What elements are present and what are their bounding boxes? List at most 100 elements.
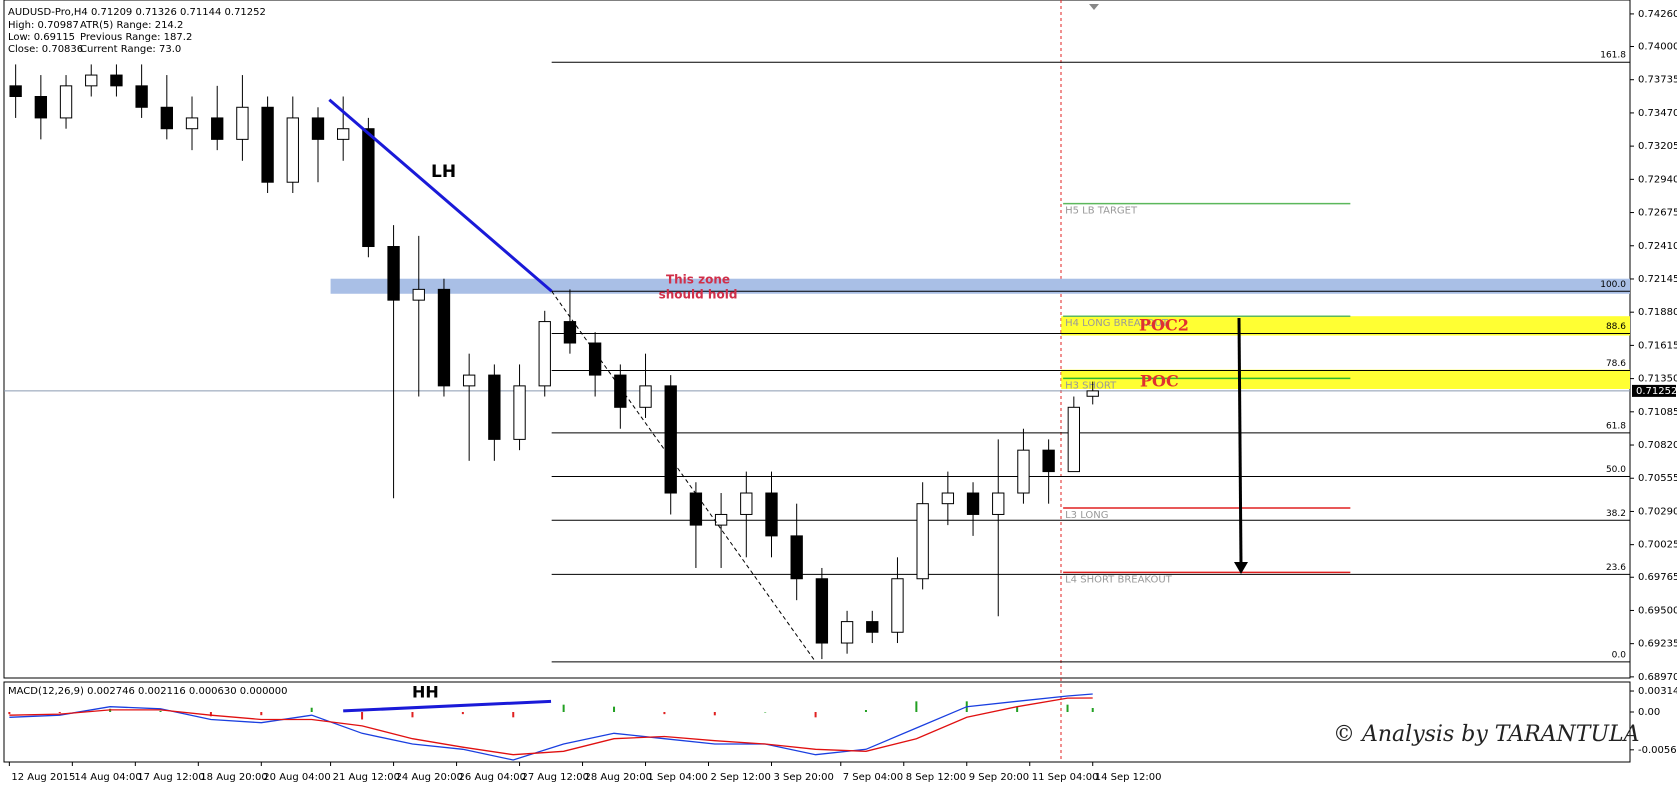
zone [330,278,1630,294]
macd-histogram-bar [361,712,364,720]
x-tick-label: 14 Aug 04:00 [74,772,141,783]
candle-body [488,374,501,440]
y-tick-label: 0.70555 [1638,473,1677,484]
y-tick-label: 0.69235 [1638,639,1677,650]
x-tick-label: 17 Aug 12:00 [137,772,204,783]
trendline [551,290,816,663]
candle-body [815,578,829,644]
candle-body [185,117,199,130]
candle-body [34,95,48,119]
candle-body [664,385,677,494]
hh-label: HH [412,683,439,702]
candle-body [387,246,400,301]
macd-histogram-bar [1091,708,1094,712]
info-text: ATR(5) Range: 214.2 [80,20,183,31]
pivot-label: L4 SHORT BREAKOUT [1065,574,1173,585]
y-tick-label: 0.74000 [1638,41,1677,52]
fib-label: 100.0 [1600,280,1626,290]
candle-body [538,321,551,387]
x-tick-label: 12 Aug 2015 [11,772,75,783]
macd-histogram-bar [159,710,162,712]
candle-body [135,85,148,108]
y-tick-label: 0.71615 [1638,340,1677,351]
pivot-label: H4 LONG BREAKOUT [1065,318,1169,329]
macd-histogram-bar [1066,704,1069,712]
current-price-tag [1632,384,1676,397]
shift-marker [1089,4,1099,10]
y-tick-label: 0.69765 [1638,572,1677,583]
candle-body [966,492,980,515]
candle-body [588,342,602,376]
pivot-label: L3 LONG [1065,510,1108,521]
candle-body [941,492,955,505]
candle-body [337,128,350,140]
y-tick-label: 0.73205 [1638,141,1677,152]
y-tick-label: 0.72410 [1638,241,1677,252]
candle-body [740,492,753,515]
candle-body [790,535,803,580]
x-tick-label: 14 Sep 12:00 [1095,772,1162,783]
poc-label: POC [1140,372,1179,391]
x-tick-label: 2 Sep 12:00 [711,772,771,783]
macd-histogram-bar [411,712,414,718]
macd-title: MACD(12,26,9) 0.002746 0.002116 0.000630… [8,686,288,697]
candle-body [1042,449,1055,473]
zone [1061,369,1630,390]
x-tick-label: 24 Aug 20:00 [396,772,463,783]
y-tick-label: 0.70290 [1638,506,1677,517]
candle-body [286,117,299,183]
x-tick-label: 8 Sep 12:00 [906,772,966,783]
candle-body [311,117,325,140]
candle-body [160,106,173,130]
fib-label: 38.2 [1606,509,1626,519]
candle-body [916,503,929,580]
y-tick-label: 0.74260 [1638,9,1677,20]
zone-note: should hold [659,288,738,302]
candle-body [513,385,526,440]
macd-trendline [343,699,552,713]
y-tick-label: 0.72940 [1638,174,1677,185]
candle-body [412,288,425,301]
macd-y-tick-label: 0.003147 [1638,686,1677,697]
candle-body [563,321,577,344]
fib-label: 88.6 [1606,322,1626,332]
macd-histogram-bar [1016,706,1019,712]
x-tick-label: 21 Aug 12:00 [333,772,400,783]
poc2-label: POC2 [1139,316,1189,335]
arrow-head [1234,562,1248,574]
y-tick-label: 0.71085 [1638,407,1677,418]
candle-body [1086,390,1099,397]
fib-label: 0.0 [1612,650,1627,660]
y-tick-label: 0.72145 [1638,274,1677,285]
x-tick-label: 20 Aug 04:00 [263,772,330,783]
candle-body [765,492,778,537]
x-tick-label: 26 Aug 04:00 [459,772,526,783]
candle-body [992,492,1005,515]
macd-histogram-bar [663,712,666,715]
macd-histogram-bar [512,712,515,718]
fib-label: 50.0 [1606,465,1626,475]
pivot-label: H5 LB TARGET [1065,206,1138,217]
candle-body [639,385,652,408]
trendline [328,98,553,293]
x-tick-label: 28 Aug 20:00 [585,772,652,783]
x-tick-label: 18 Aug 20:00 [200,772,267,783]
x-tick-label: 7 Sep 04:00 [843,772,903,783]
candle-body [689,492,703,526]
y-tick-label: 0.73735 [1638,75,1677,86]
macd-histogram-bar [209,712,212,717]
macd-main-line [9,693,1093,761]
candle-body [462,374,476,387]
x-tick-label: 27 Aug 12:00 [522,772,589,783]
pivot-label: H3 SHORT [1065,380,1117,391]
macd-histogram-bar [864,710,867,712]
fib-label: 23.6 [1606,563,1626,573]
zone-note: This zone [666,273,730,287]
y-tick-label: 0.72675 [1638,208,1677,219]
candle-body [891,578,904,633]
y-tick-label: 0.68970 [1638,672,1677,683]
macd-signal-line [9,697,1093,756]
y-tick-label: 0.69500 [1638,605,1677,616]
y-tick-label: 0.70025 [1638,540,1677,551]
candle-body [110,74,123,87]
